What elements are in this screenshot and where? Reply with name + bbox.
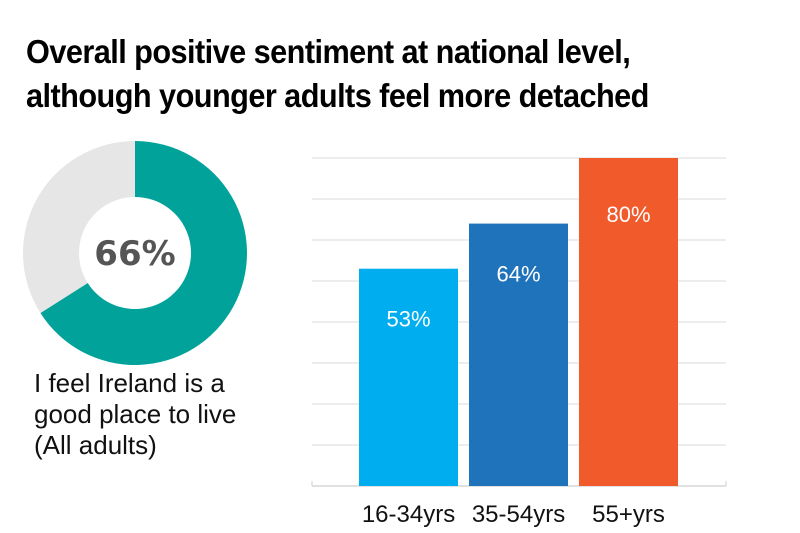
bar-data-labels: 53% 64% 80%: [386, 202, 650, 332]
donut-chart: 66%: [23, 141, 248, 366]
caption-line-3: (All adults): [34, 430, 157, 460]
title-line-1: Overall positive sentiment at national l…: [26, 33, 631, 70]
chart-title: Overall positive sentiment at national l…: [26, 30, 742, 118]
x-tick-label: 35-54yrs: [472, 501, 565, 528]
donut-slice-agree: [40, 141, 248, 366]
caption-line-1: I feel Ireland is a: [34, 368, 225, 398]
bar-chart: [359, 158, 678, 486]
title-line-2: although younger adults feel more detach…: [26, 77, 649, 114]
bar-data-label: 80%: [606, 202, 650, 227]
donut-center-label: 66%: [94, 234, 175, 274]
donut-caption: I feel Ireland is a good place to live (…: [34, 368, 236, 461]
donut-slice-other: [23, 141, 135, 314]
bar-35-54yrs: [469, 223, 568, 486]
x-tick-label: 16-34yrs: [362, 501, 455, 528]
x-tick-label: 55+yrs: [592, 501, 665, 528]
caption-line-2: good place to live: [34, 399, 237, 429]
bar-data-label: 53%: [386, 307, 430, 332]
bar-16-34yrs: [359, 268, 458, 486]
bar-55+yrs: [579, 158, 678, 486]
x-axis-tick-labels: 16-34yrs 35-54yrs 55+yrs: [362, 501, 665, 528]
bar-data-label: 64%: [496, 262, 540, 287]
